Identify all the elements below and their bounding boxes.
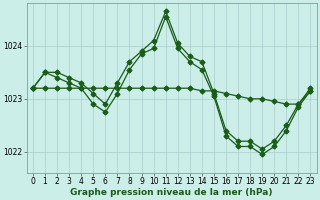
X-axis label: Graphe pression niveau de la mer (hPa): Graphe pression niveau de la mer (hPa): [70, 188, 273, 197]
